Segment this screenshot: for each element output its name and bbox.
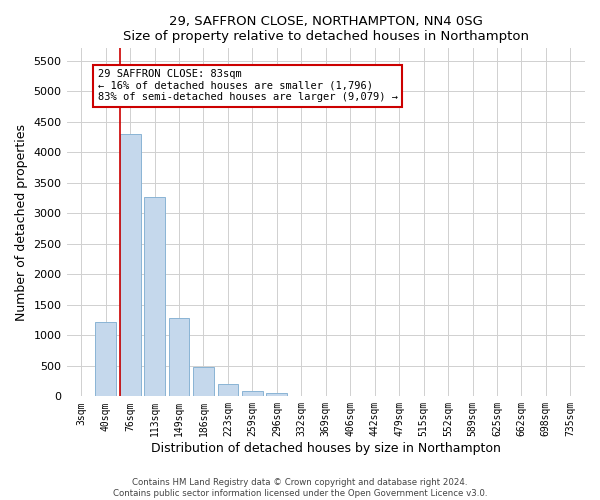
Text: Contains HM Land Registry data © Crown copyright and database right 2024.
Contai: Contains HM Land Registry data © Crown c… [113,478,487,498]
Bar [95,322,116,396]
Bar [169,318,190,396]
Bar [242,391,263,396]
Bar [120,134,140,396]
Title: 29, SAFFRON CLOSE, NORTHAMPTON, NN4 0SG
Size of property relative to detached ho: 29, SAFFRON CLOSE, NORTHAMPTON, NN4 0SG … [123,15,529,43]
Bar [266,392,287,396]
Text: 29 SAFFRON CLOSE: 83sqm
← 16% of detached houses are smaller (1,796)
83% of semi: 29 SAFFRON CLOSE: 83sqm ← 16% of detache… [98,69,398,102]
Bar [193,367,214,396]
Bar [218,384,238,396]
X-axis label: Distribution of detached houses by size in Northampton: Distribution of detached houses by size … [151,442,501,455]
Y-axis label: Number of detached properties: Number of detached properties [15,124,28,321]
Bar [144,196,165,396]
